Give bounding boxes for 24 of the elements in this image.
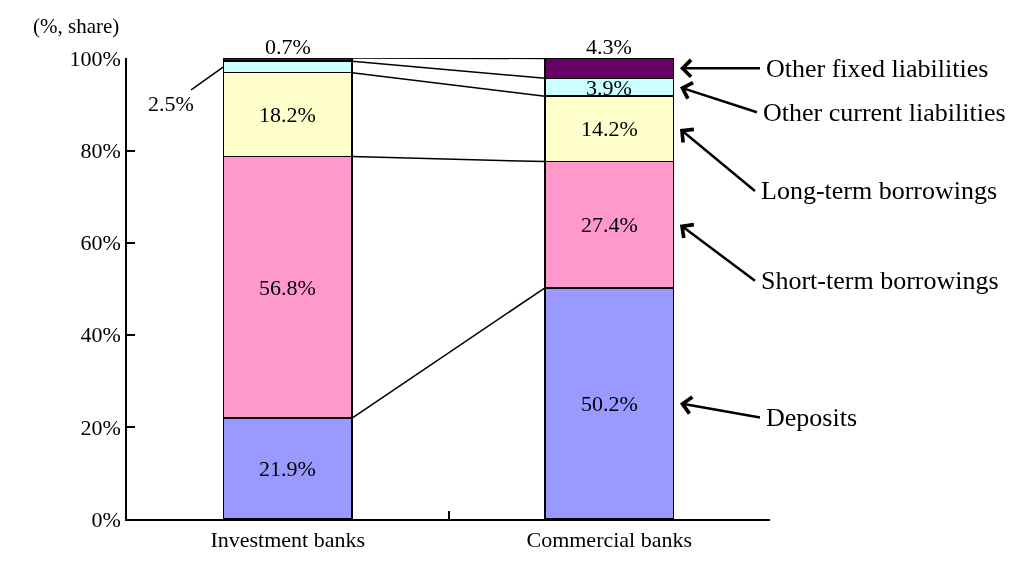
data-label: 3.9%: [586, 75, 632, 100]
data-label: 27.4%: [581, 212, 638, 237]
data-label: 56.8%: [259, 275, 316, 300]
x-tick-label: Commercial banks: [526, 527, 693, 553]
y-tick-label: 20%: [80, 414, 121, 440]
legend-label: Other fixed liabilities: [766, 54, 989, 83]
y-tick-label: 40%: [80, 322, 121, 348]
data-label: 50.2%: [581, 391, 638, 416]
data-label: 21.9%: [259, 456, 316, 481]
y-tick-label: 80%: [80, 138, 121, 164]
text: Short-term borrowings: [761, 266, 999, 295]
y-axis-title: (%, share): [33, 14, 120, 38]
y-tick-label: 0%: [91, 506, 121, 532]
data-label: 0.7%: [265, 34, 311, 59]
data-label: 14.2%: [581, 116, 638, 141]
y-tick-label: 100%: [69, 46, 121, 72]
legend-label: Other current liabilities: [763, 98, 1006, 127]
data-label: 18.2%: [259, 102, 316, 127]
legend-label: Deposits: [766, 403, 857, 432]
y-tick-label: 60%: [80, 230, 121, 256]
x-tick-label: Investment banks: [210, 527, 366, 553]
text: Long-term borrowings: [761, 176, 998, 205]
data-label: 4.3%: [586, 34, 632, 59]
data-label: 2.5%: [148, 91, 194, 116]
